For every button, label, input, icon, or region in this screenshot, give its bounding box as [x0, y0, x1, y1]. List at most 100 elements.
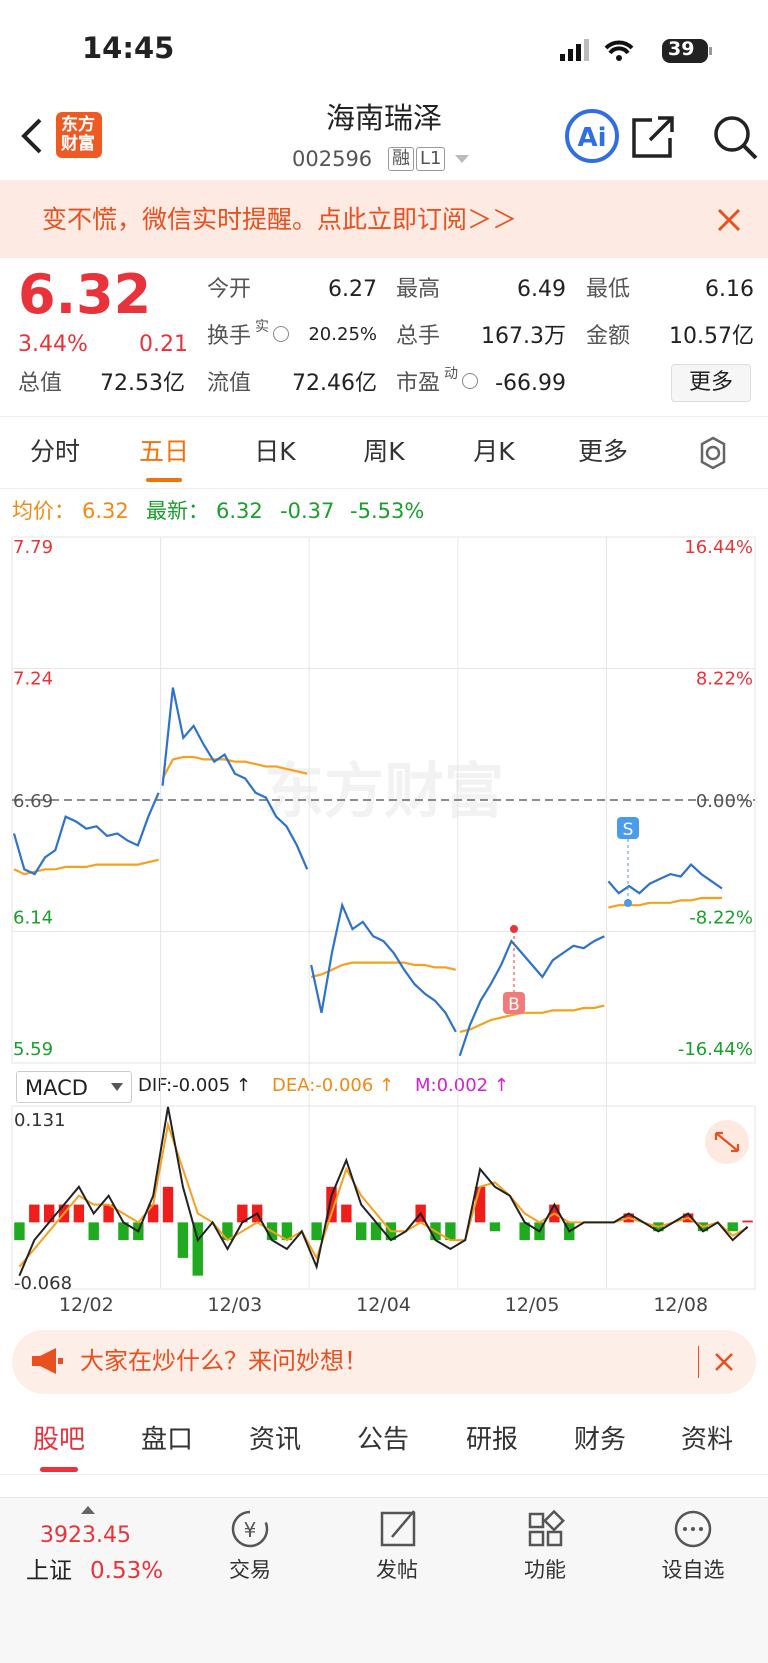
- logo: 东方 财富: [56, 112, 102, 158]
- notice-banner[interactable]: [0, 180, 768, 258]
- stock-name: 海南瑞泽: [325, 101, 443, 135]
- price-line: [458, 935, 605, 1057]
- dropdown-caret[interactable]: [110, 1082, 124, 1092]
- price-line: [310, 901, 457, 1033]
- pct-tick-label: 16.44%: [684, 537, 753, 558]
- field-value: 167.3万: [481, 324, 566, 349]
- nav-item[interactable]: 交易: [229, 1558, 271, 1582]
- macd-bar: [489, 1222, 501, 1232]
- content-tab[interactable]: 研报: [465, 1425, 519, 1455]
- badge: L1: [416, 147, 446, 171]
- macd-bar: [311, 1222, 322, 1241]
- change: 0.21: [139, 332, 188, 357]
- macd-bar: [474, 1186, 486, 1223]
- back-button[interactable]: [18, 116, 48, 156]
- nav-item[interactable]: 发帖: [376, 1558, 418, 1582]
- price-line: [607, 863, 723, 895]
- watermark: 东方财富: [264, 757, 504, 827]
- nav-item[interactable]: 设自选: [661, 1558, 725, 1582]
- content-tab[interactable]: 股吧: [32, 1425, 86, 1455]
- content-tab[interactable]: 盘口: [140, 1425, 194, 1455]
- divider: [0, 488, 768, 489]
- stock-code: 002596: [292, 147, 373, 171]
- y-tick-label: 5.59: [13, 1039, 53, 1060]
- marker-dot: [510, 925, 518, 933]
- content-tab[interactable]: 公告: [356, 1425, 410, 1455]
- index-change[interactable]: 0.53%: [90, 1558, 164, 1584]
- field-label: 总手: [396, 324, 441, 349]
- macd-bar: [29, 1204, 40, 1223]
- index-value[interactable]: 3923.45: [40, 1523, 131, 1548]
- info-icon: [273, 326, 289, 342]
- divider: [0, 416, 768, 417]
- chart-tab[interactable]: 五日: [138, 437, 190, 466]
- close-button[interactable]: [716, 207, 742, 233]
- content-tab[interactable]: 资料: [680, 1425, 734, 1455]
- dropdown-caret[interactable]: [454, 154, 470, 164]
- chart-tab[interactable]: 日K: [254, 437, 296, 466]
- avg-line: [161, 755, 308, 780]
- logo-text: 东方: [61, 115, 95, 135]
- chart-tab[interactable]: 周K: [363, 437, 405, 466]
- field-sup: 动: [444, 366, 458, 382]
- settings-icon[interactable]: [696, 436, 730, 470]
- latest-change: -0.37: [280, 499, 335, 523]
- field-value: 6.16: [705, 277, 754, 302]
- nav-item[interactable]: 功能: [524, 1558, 566, 1582]
- field-value: 6.27: [328, 277, 377, 302]
- y-tick-label: 7.79: [13, 537, 53, 558]
- field-sup: 实: [255, 319, 269, 335]
- dea-line: [18, 1120, 749, 1268]
- y-tick-label: 6.69: [13, 791, 53, 812]
- indicator-selector[interactable]: MACD: [16, 1071, 132, 1103]
- chart-tab[interactable]: 月K: [473, 437, 515, 466]
- macd-bar: [222, 1222, 233, 1241]
- x-tick-label: 12/03: [208, 1294, 263, 1316]
- field-label: 最低: [586, 277, 631, 302]
- avg-line: [13, 858, 159, 876]
- change-pct: 3.44%: [18, 332, 88, 357]
- pct-tick-label: 0.00%: [696, 791, 753, 812]
- content-tab[interactable]: 财务: [573, 1425, 627, 1455]
- banner-text[interactable]: 变不慌，微信实时提醒。点此立即订阅＞＞: [42, 205, 518, 234]
- macd-tick-label: 0.131: [14, 1110, 66, 1131]
- marker-dot: [624, 899, 632, 907]
- content-tab[interactable]: 资讯: [248, 1425, 302, 1455]
- status-time: 14:45: [82, 31, 175, 65]
- avg-line: [459, 1004, 605, 1033]
- battery-level: 39: [668, 38, 695, 60]
- macd-bar: [88, 1222, 99, 1241]
- index-name[interactable]: 上证: [26, 1558, 72, 1584]
- field-label: 流值: [207, 371, 252, 396]
- close-button[interactable]: [714, 1352, 734, 1372]
- field-value: 72.53亿: [100, 371, 185, 396]
- marker-box: [503, 992, 525, 1014]
- y-tick-label: 7.24: [13, 669, 53, 690]
- latest-change-pct: -5.53%: [350, 499, 425, 523]
- macd-bar: [281, 1222, 293, 1241]
- chart-tab[interactable]: 分时: [29, 437, 81, 466]
- field-label: 总值: [18, 371, 63, 396]
- header-icons[interactable]: Ai: [560, 106, 768, 166]
- chart-tab[interactable]: 更多: [577, 437, 629, 466]
- ask-banner[interactable]: [12, 1330, 756, 1394]
- badge: 融: [388, 147, 414, 171]
- field-value: 72.46亿: [292, 371, 377, 396]
- avg-label: 均价：: [12, 499, 75, 523]
- logo-text: 财富: [61, 134, 95, 154]
- dea-text: DEA:-0.006 ↑: [272, 1075, 395, 1096]
- ask-text[interactable]: 大家在炒什么？来问妙想！: [80, 1347, 368, 1375]
- macd-bar: [742, 1220, 753, 1223]
- m-text: M:0.002 ↑: [415, 1075, 509, 1096]
- macd-bar: [177, 1222, 189, 1258]
- tab-underline: [40, 1467, 78, 1472]
- divider: [698, 1346, 699, 1378]
- macd-bar: [519, 1222, 530, 1241]
- macd-bar: [237, 1204, 248, 1223]
- x-tick-label: 12/05: [505, 1294, 560, 1316]
- more-button[interactable]: 更多: [671, 364, 751, 402]
- field-label: 换手: [207, 324, 252, 349]
- macd-bar: [73, 1204, 85, 1223]
- macd-tick-label: -0.068: [14, 1273, 72, 1294]
